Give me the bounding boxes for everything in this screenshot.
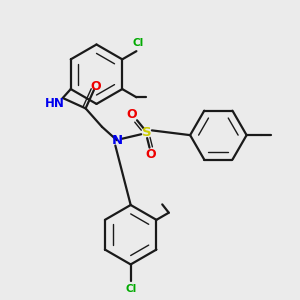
Text: S: S xyxy=(142,126,152,139)
Text: O: O xyxy=(146,148,156,161)
Text: Cl: Cl xyxy=(125,284,136,294)
Text: HN: HN xyxy=(44,98,64,110)
Text: O: O xyxy=(90,80,101,93)
Text: Cl: Cl xyxy=(132,38,143,48)
Text: O: O xyxy=(126,108,137,122)
Text: N: N xyxy=(111,134,122,147)
